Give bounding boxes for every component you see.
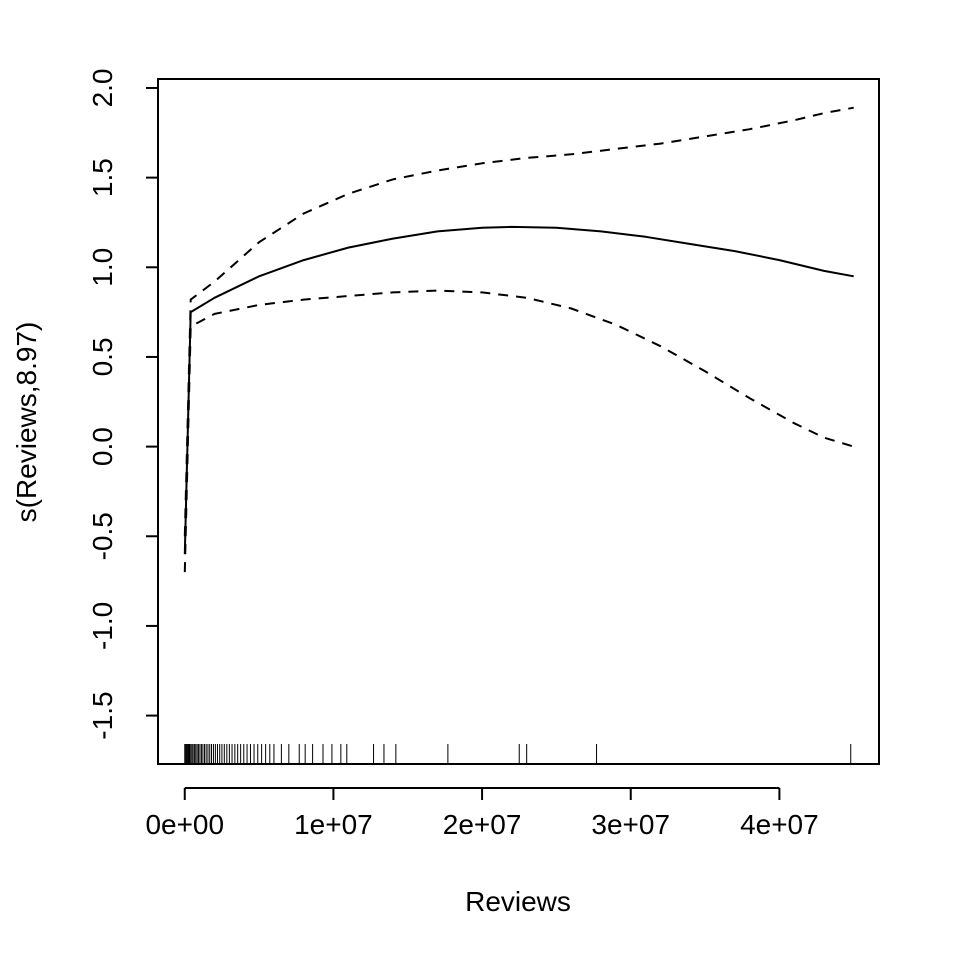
y-tick-label: -0.5 <box>87 512 118 560</box>
y-tick-label: 0.5 <box>87 337 118 376</box>
y-tick-label: 1.0 <box>87 248 118 287</box>
smooth-lines <box>183 106 854 573</box>
y-tick-label: -1.5 <box>87 691 118 739</box>
y-tick-label: 2.0 <box>87 68 118 107</box>
x-tick-label: 4e+07 <box>740 809 819 840</box>
y-axis: -1.5 -1.0 -0.5 0.0 0.5 1.0 1.5 2.0 <box>87 68 159 740</box>
plot-box <box>157 78 880 765</box>
y-tick-label: 0.0 <box>87 427 118 466</box>
y-tick-label: -1.0 <box>87 602 118 650</box>
rug-ticks <box>184 744 852 764</box>
confidence-band-line <box>183 106 854 537</box>
confidence-band-line <box>183 289 854 573</box>
y-axis-label: s(Reviews,8.97) <box>11 322 42 523</box>
y-tick-label: 1.5 <box>87 158 118 197</box>
x-tick-label: 2e+07 <box>443 809 522 840</box>
x-tick-label: 3e+07 <box>591 809 670 840</box>
smooth-estimate-line <box>183 225 854 555</box>
x-tick-label: 0e+00 <box>145 809 224 840</box>
x-axis-label: Reviews <box>465 886 571 917</box>
x-axis: 0e+00 1e+07 2e+07 3e+07 4e+07 <box>145 787 819 840</box>
x-tick-label: 1e+07 <box>294 809 373 840</box>
